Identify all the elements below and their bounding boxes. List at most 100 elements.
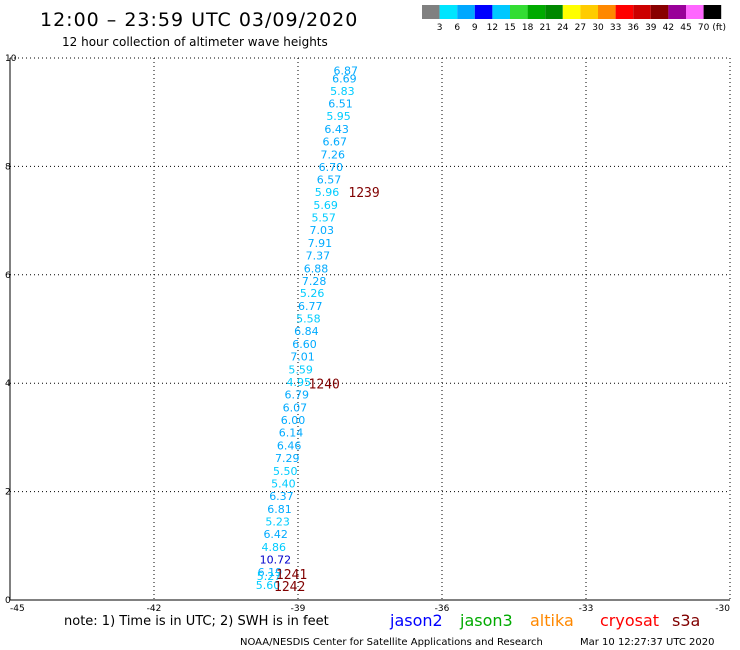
wave-height-label: 5.60: [256, 579, 281, 592]
x-tick-label: -45: [10, 604, 25, 614]
wave-height-label: 5.57: [311, 211, 336, 224]
wave-height-label: 6.57: [317, 173, 342, 186]
color-swatch: [527, 5, 546, 19]
wave-height-label: 6.81: [267, 503, 292, 516]
y-tick-label: 2: [5, 488, 11, 498]
wave-height-label: 6.69: [332, 73, 357, 86]
y-tick-label: 8: [5, 162, 11, 172]
wave-height-label: 6.60: [292, 338, 317, 351]
wave-height-label: 6.00: [281, 414, 306, 427]
wave-height-label: 6.37: [269, 490, 294, 503]
wave-height-label: 7.26: [321, 148, 346, 161]
color-scale-label: 24: [557, 23, 569, 33]
wave-height-label: 6.51: [328, 98, 353, 111]
color-swatch: [492, 5, 510, 19]
axis-ticks: -45 -42 -39 -36 -33 -30 0 2 4 6 8 10: [5, 54, 730, 614]
color-swatch: [598, 5, 616, 19]
color-scale-label: 30: [592, 23, 604, 33]
x-tick-label: -30: [715, 604, 730, 614]
legend-jason2: jason2: [389, 611, 443, 630]
wave-height-label: 7.91: [308, 237, 333, 250]
grid-lines: [10, 57, 731, 600]
color-swatch: [439, 5, 458, 19]
wave-height-label: 6.14: [279, 427, 304, 440]
wave-height-label: 4.95: [286, 376, 311, 389]
wave-height-label: 6.43: [324, 123, 349, 136]
wave-height-label: 5.26: [300, 287, 325, 300]
wave-height-label: 5.95: [326, 110, 351, 123]
wave-height-label: 6.77: [298, 300, 323, 313]
color-swatch: [510, 5, 528, 19]
plot-area: [9, 58, 730, 601]
x-tick-label: -33: [579, 604, 594, 614]
color-swatch: [633, 5, 651, 19]
footer-credit: NOAA/NESDIS Center for Satellite Applica…: [240, 637, 543, 648]
y-tick-label: 0: [5, 596, 11, 606]
wave-height-label: 5.58: [296, 313, 321, 326]
color-swatch: [686, 5, 704, 19]
wave-height-label: 5.40: [271, 477, 296, 490]
wave-height-label: 6.42: [263, 528, 288, 541]
color-swatch: [668, 5, 686, 19]
y-tick-label: 10: [5, 54, 17, 64]
color-scale-label: 18: [522, 23, 534, 33]
color-swatch: [474, 5, 493, 19]
wave-height-label: 4.86: [262, 541, 287, 554]
color-scale-label: 33: [610, 23, 621, 33]
wave-height-label: 7.28: [302, 275, 327, 288]
wave-height-label: 5.69: [313, 199, 338, 212]
satellite-legend: jason2 jason3 altika cryosat s3a: [389, 611, 700, 630]
legend-s3a: s3a: [672, 611, 700, 630]
wave-height-label: 6.84: [294, 325, 319, 338]
wave-height-label: 5.27: [257, 570, 282, 583]
wave-height-label: 6.19: [258, 566, 283, 579]
chart-title: 12:00 – 23:59 UTC 03/09/2020: [40, 9, 358, 31]
wave-height-label: 6.70: [319, 161, 344, 174]
pass-number-label: 1242: [274, 580, 305, 595]
wave-height-label: 7.29: [275, 452, 300, 465]
legend-altika: altika: [530, 611, 574, 630]
wave-height-label: 7.03: [310, 224, 335, 237]
chart-subtitle: 12 hour collection of altimeter wave hei…: [62, 35, 328, 49]
y-tick-label: 6: [5, 271, 11, 281]
color-scale-label: 42: [663, 23, 674, 33]
data-points: 6.876.695.836.515.956.436.677.266.706.57…: [256, 64, 358, 591]
wave-height-label: 6.87: [334, 64, 359, 77]
pass-number-label: 1239: [348, 186, 379, 201]
wave-height-label: 6.88: [304, 262, 329, 275]
wave-height-label: 5.59: [288, 364, 313, 377]
wave-height-label: 6.67: [322, 135, 347, 148]
color-scale-label: 45: [680, 23, 691, 33]
wave-height-label: 5.83: [330, 85, 355, 98]
color-swatch: [422, 5, 440, 19]
color-swatch: [650, 5, 669, 19]
x-tick-label: -36: [435, 604, 450, 614]
color-scale-label: 12: [487, 23, 498, 33]
color-swatch: [562, 5, 581, 19]
color-scale-label: 9: [472, 23, 478, 33]
color-scale: 3 6 9 12 15 18 21 24 27 30 33 36 39 42 45 70 (ft): [422, 5, 726, 33]
wave-height-label: 7.01: [290, 351, 315, 364]
wave-height-label: 6.46: [277, 440, 302, 453]
wave-height-label: 7.37: [306, 249, 331, 262]
color-swatch: [580, 5, 598, 19]
units-note: note: 1) Time is in UTC; 2) SWH is in fe…: [64, 614, 329, 629]
color-scale-label: 15: [504, 23, 515, 33]
color-swatch: [615, 5, 634, 19]
color-swatch: [545, 5, 563, 19]
color-scale-label: 70: [698, 23, 710, 33]
legend-jason3: jason3: [459, 611, 513, 630]
x-tick-label: -42: [147, 604, 162, 614]
wave-height-label: 10.72: [260, 553, 292, 566]
color-scale-label: 21: [539, 23, 550, 33]
pass-number-label: 1241: [276, 568, 307, 583]
color-swatch: [457, 5, 475, 19]
wave-height-label: 6.07: [283, 402, 308, 415]
wave-height-label: 6.79: [285, 389, 310, 402]
wave-height-label: 5.50: [273, 465, 298, 478]
color-scale-label: 3: [437, 23, 443, 33]
y-tick-label: 4: [5, 379, 11, 389]
color-scale-label: 27: [575, 23, 586, 33]
